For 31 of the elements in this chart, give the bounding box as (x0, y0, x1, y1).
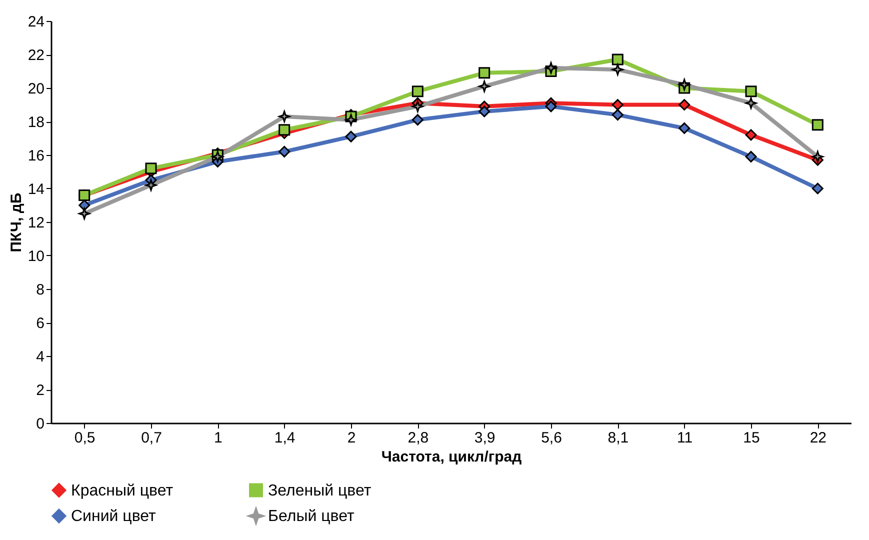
x-tick-label: 8,1 (608, 430, 629, 446)
y-tick-label: 2 (36, 382, 44, 399)
legend-label: Синий цвет (71, 508, 156, 525)
x-axis-title: Частота, цикл/град (381, 448, 522, 466)
legend-label: Белый цвет (268, 508, 355, 525)
x-tick-label: 0,5 (74, 430, 96, 446)
y-tick-label: 14 (28, 181, 44, 198)
legend-label: Зеленый цвет (268, 482, 372, 500)
legend-label: Красный цвет (71, 482, 174, 500)
x-tick-label: 0,7 (141, 430, 162, 446)
y-tick-label: 6 (36, 315, 44, 332)
y-tick-label: 16 (28, 148, 44, 164)
y-tick-label: 18 (28, 114, 44, 131)
x-tick-label: 2,8 (408, 430, 429, 446)
x-tick-label: 11 (677, 430, 693, 446)
x-tick-label: 1,4 (274, 430, 296, 446)
x-tick-label: 2 (347, 430, 356, 446)
y-tick-label: 0 (36, 416, 44, 432)
y-tick-label: 8 (36, 282, 44, 298)
x-tick-label: 15 (743, 430, 760, 446)
y-tick-label: 10 (28, 248, 44, 265)
y-tick-label: 22 (28, 47, 44, 64)
y-tick-label: 4 (36, 348, 44, 366)
x-tick-label: 1 (214, 430, 222, 446)
y-tick-label: 12 (28, 214, 44, 232)
y-tick-label: 20 (28, 80, 44, 98)
x-tick-label: 3,9 (474, 430, 496, 446)
y-axis-title: ПКЧ, дБ (8, 192, 25, 252)
y-tick-label: 24 (28, 14, 44, 30)
x-tick-label: 5,6 (541, 430, 562, 446)
x-tick-label: 22 (810, 430, 827, 446)
